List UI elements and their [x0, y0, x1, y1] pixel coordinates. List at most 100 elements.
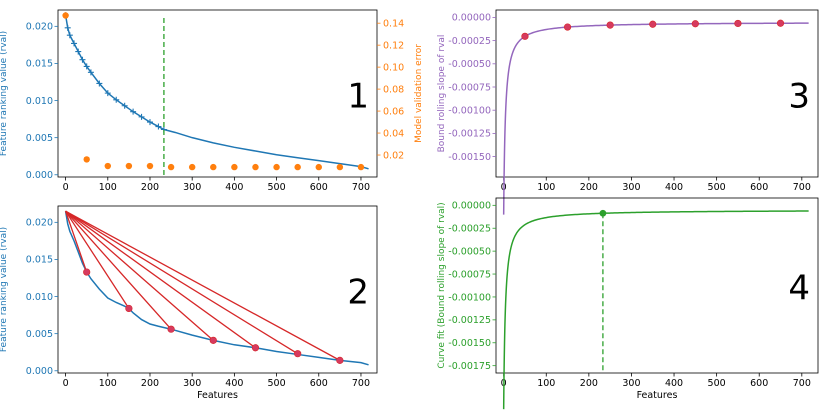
chord-point	[251, 344, 260, 352]
panel-number-label: 3	[788, 77, 810, 117]
y-axis-label: Curve fit (Bound rolling slope of rval)	[437, 202, 447, 368]
y-tick-label: 0.005	[26, 329, 53, 340]
y-tick-label: 0.00000	[452, 201, 491, 212]
y2-tick-label: 0.06	[383, 106, 404, 117]
y-tick-label: -0.00025	[448, 36, 491, 47]
validation-error-point	[104, 162, 111, 170]
x-tick-label: 600	[310, 378, 328, 389]
x-tick-label: 600	[750, 182, 768, 193]
chord-line	[65, 210, 256, 349]
validation-error-point	[125, 162, 133, 170]
knee-point	[599, 209, 607, 217]
fit-curve	[502, 210, 809, 410]
validation-error-point	[146, 162, 154, 170]
x-tick-label: 100	[99, 378, 117, 389]
panel-frame	[57, 9, 378, 178]
rval-line	[64, 211, 369, 366]
rval-marker	[155, 123, 162, 130]
rval-marker	[146, 119, 153, 126]
validation-error-point	[167, 163, 175, 171]
y-tick-label: 0.00000	[452, 13, 491, 24]
panel-number-label: 1	[347, 77, 369, 117]
y-tick-label: -0.00025	[448, 224, 491, 235]
y-tick-label: -0.00150	[448, 338, 491, 349]
y-tick-label: 0.005	[26, 133, 53, 144]
y-tick-label: 0.000	[26, 170, 53, 181]
y2-tick-label: 0.04	[383, 128, 404, 139]
panel-4-axes: 0 100 200 300 400 500 600 7000.00000-0.00025-0.…	[437, 197, 819, 410]
x-tick-label: 500	[708, 182, 726, 193]
x-tick-label: 400	[225, 378, 243, 389]
y-tick-label: -0.00075	[448, 269, 491, 280]
chord-line	[65, 210, 214, 341]
y-tick-label: 0.010	[26, 96, 53, 107]
x-tick-label: 200	[141, 182, 159, 193]
y-tick-label: -0.00100	[448, 106, 491, 117]
slope-point	[649, 20, 657, 28]
rval-marker	[64, 24, 71, 31]
rval-marker	[113, 96, 120, 103]
validation-error-point	[273, 163, 280, 171]
x-tick-label: 300	[622, 182, 640, 193]
chord-line	[65, 210, 341, 361]
x-tick-label: 200	[580, 182, 598, 193]
validation-error-point	[188, 163, 196, 171]
chord-line	[65, 210, 299, 355]
x-tick-label: 300	[183, 378, 201, 389]
validation-error-point	[294, 163, 301, 171]
y-tick-label: 0.020	[26, 218, 53, 229]
slope-point	[776, 19, 785, 27]
y-tick-label: -0.00050	[448, 246, 491, 257]
x-tick-label: 500	[268, 182, 286, 193]
rval-marker	[96, 80, 103, 87]
rval-marker	[138, 113, 145, 120]
y-tick-label: 0.020	[26, 22, 53, 33]
slope-point	[606, 21, 614, 29]
y2-tick-label: 0.12	[383, 40, 404, 51]
chord-point	[336, 356, 344, 364]
x-tick-label: 200	[580, 378, 598, 389]
panel-number-label: 2	[347, 273, 369, 313]
validation-error-point	[336, 163, 344, 171]
x-tick-label: 0	[63, 378, 69, 389]
y-tick-label: -0.00075	[448, 82, 491, 93]
y-tick-label: -0.00125	[448, 315, 491, 326]
y-tick-label: -0.00050	[448, 59, 491, 70]
x-tick-label: 400	[225, 182, 243, 193]
rval-marker	[130, 108, 137, 115]
x-tick-label: 700	[793, 378, 811, 389]
y-tick-label: 0.000	[26, 366, 53, 377]
rval-marker	[121, 102, 128, 109]
y-tick-label: -0.00175	[448, 361, 491, 372]
chord-line	[64, 210, 88, 273]
chord-point	[294, 350, 302, 358]
rval-marker	[83, 63, 90, 70]
x-tick-label: 400	[665, 182, 683, 193]
y2-tick-label: 0.10	[383, 62, 404, 73]
x-tick-label: 700	[793, 182, 811, 193]
x-tick-label: 100	[537, 378, 555, 389]
y2-tick-label: 0.08	[383, 84, 404, 95]
slope-point	[691, 20, 699, 28]
chord-point	[83, 268, 91, 276]
panel-frame	[495, 197, 819, 374]
y-tick-label: 0.015	[26, 255, 53, 266]
x-tick-label: 100	[99, 182, 117, 193]
panel-1-axes: 0 100 200 300 400 500 600 700 0.000 0.005 0.010 0.0…	[0, 9, 424, 193]
x-tick-label: 0	[63, 182, 69, 193]
x-tick-label: 500	[708, 378, 726, 389]
rval-marker	[79, 56, 86, 63]
rval-line	[64, 15, 369, 170]
rval-marker	[75, 48, 82, 55]
chord-line	[65, 210, 172, 330]
x-axis-label: Features	[197, 390, 238, 401]
y2-tick-label: 0.02	[383, 150, 404, 161]
validation-error-point	[83, 156, 90, 163]
y-axis-label: Feature ranking value (rval)	[0, 227, 9, 352]
rval-marker	[87, 69, 94, 76]
validation-error-point	[210, 163, 217, 171]
chord-line	[65, 210, 130, 309]
x-axis-label: Features	[637, 390, 678, 401]
x-tick-label: 300	[622, 378, 640, 389]
